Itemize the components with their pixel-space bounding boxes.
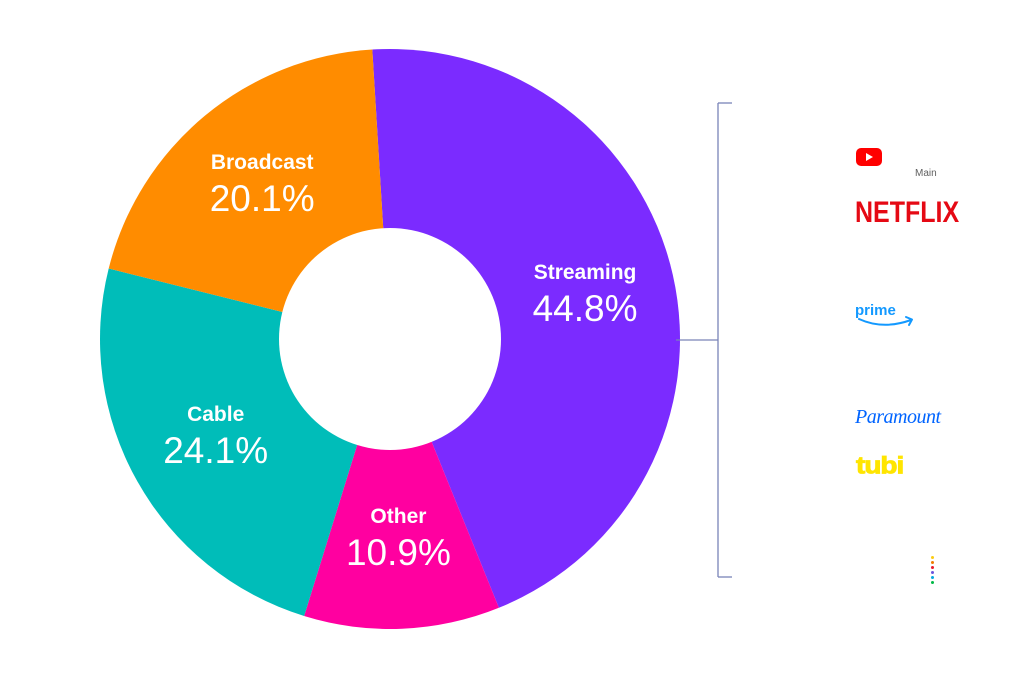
peacock-dot [931, 576, 934, 579]
prime-arrow-icon [905, 316, 913, 326]
netflix-logo: NETFLIX [855, 196, 960, 230]
slice-labels: Streaming 44.8% Other 10.9% Cable 24.1% Broadc… [163, 151, 637, 573]
main-label: Main [915, 168, 937, 179]
peacock-dot [931, 581, 934, 584]
slice-name-broadcast: Broadcast [211, 151, 314, 174]
youtube-play-icon [856, 148, 882, 166]
prime-logo-text: prime [855, 302, 896, 319]
peacock-dot [931, 566, 934, 569]
slice-name-cable: Cable [187, 403, 244, 426]
tubi-logo: tubi [855, 452, 904, 479]
prime-video-logo: prime [855, 299, 925, 331]
slice-other [304, 339, 499, 629]
peacock-dot [931, 561, 934, 564]
slice-value-cable: 24.1% [163, 430, 268, 471]
prime-smile-icon [858, 318, 912, 326]
peacock-dot [931, 556, 934, 559]
streaming-bracket [676, 102, 732, 578]
slice-streaming [372, 48, 681, 608]
slice-value-other: 10.9% [346, 532, 451, 573]
paramount-logo: Paramount [855, 406, 941, 428]
slice-name-other: Other [370, 505, 426, 528]
donut-hole [279, 228, 501, 450]
slice-value-broadcast: 20.1% [210, 178, 315, 219]
slice-value-streaming: 44.8% [533, 288, 638, 329]
peacock-dot [931, 571, 934, 574]
slice-name-streaming: Streaming [534, 261, 637, 284]
youtube-logo [856, 148, 882, 166]
peacock-dots-icon [931, 556, 934, 584]
